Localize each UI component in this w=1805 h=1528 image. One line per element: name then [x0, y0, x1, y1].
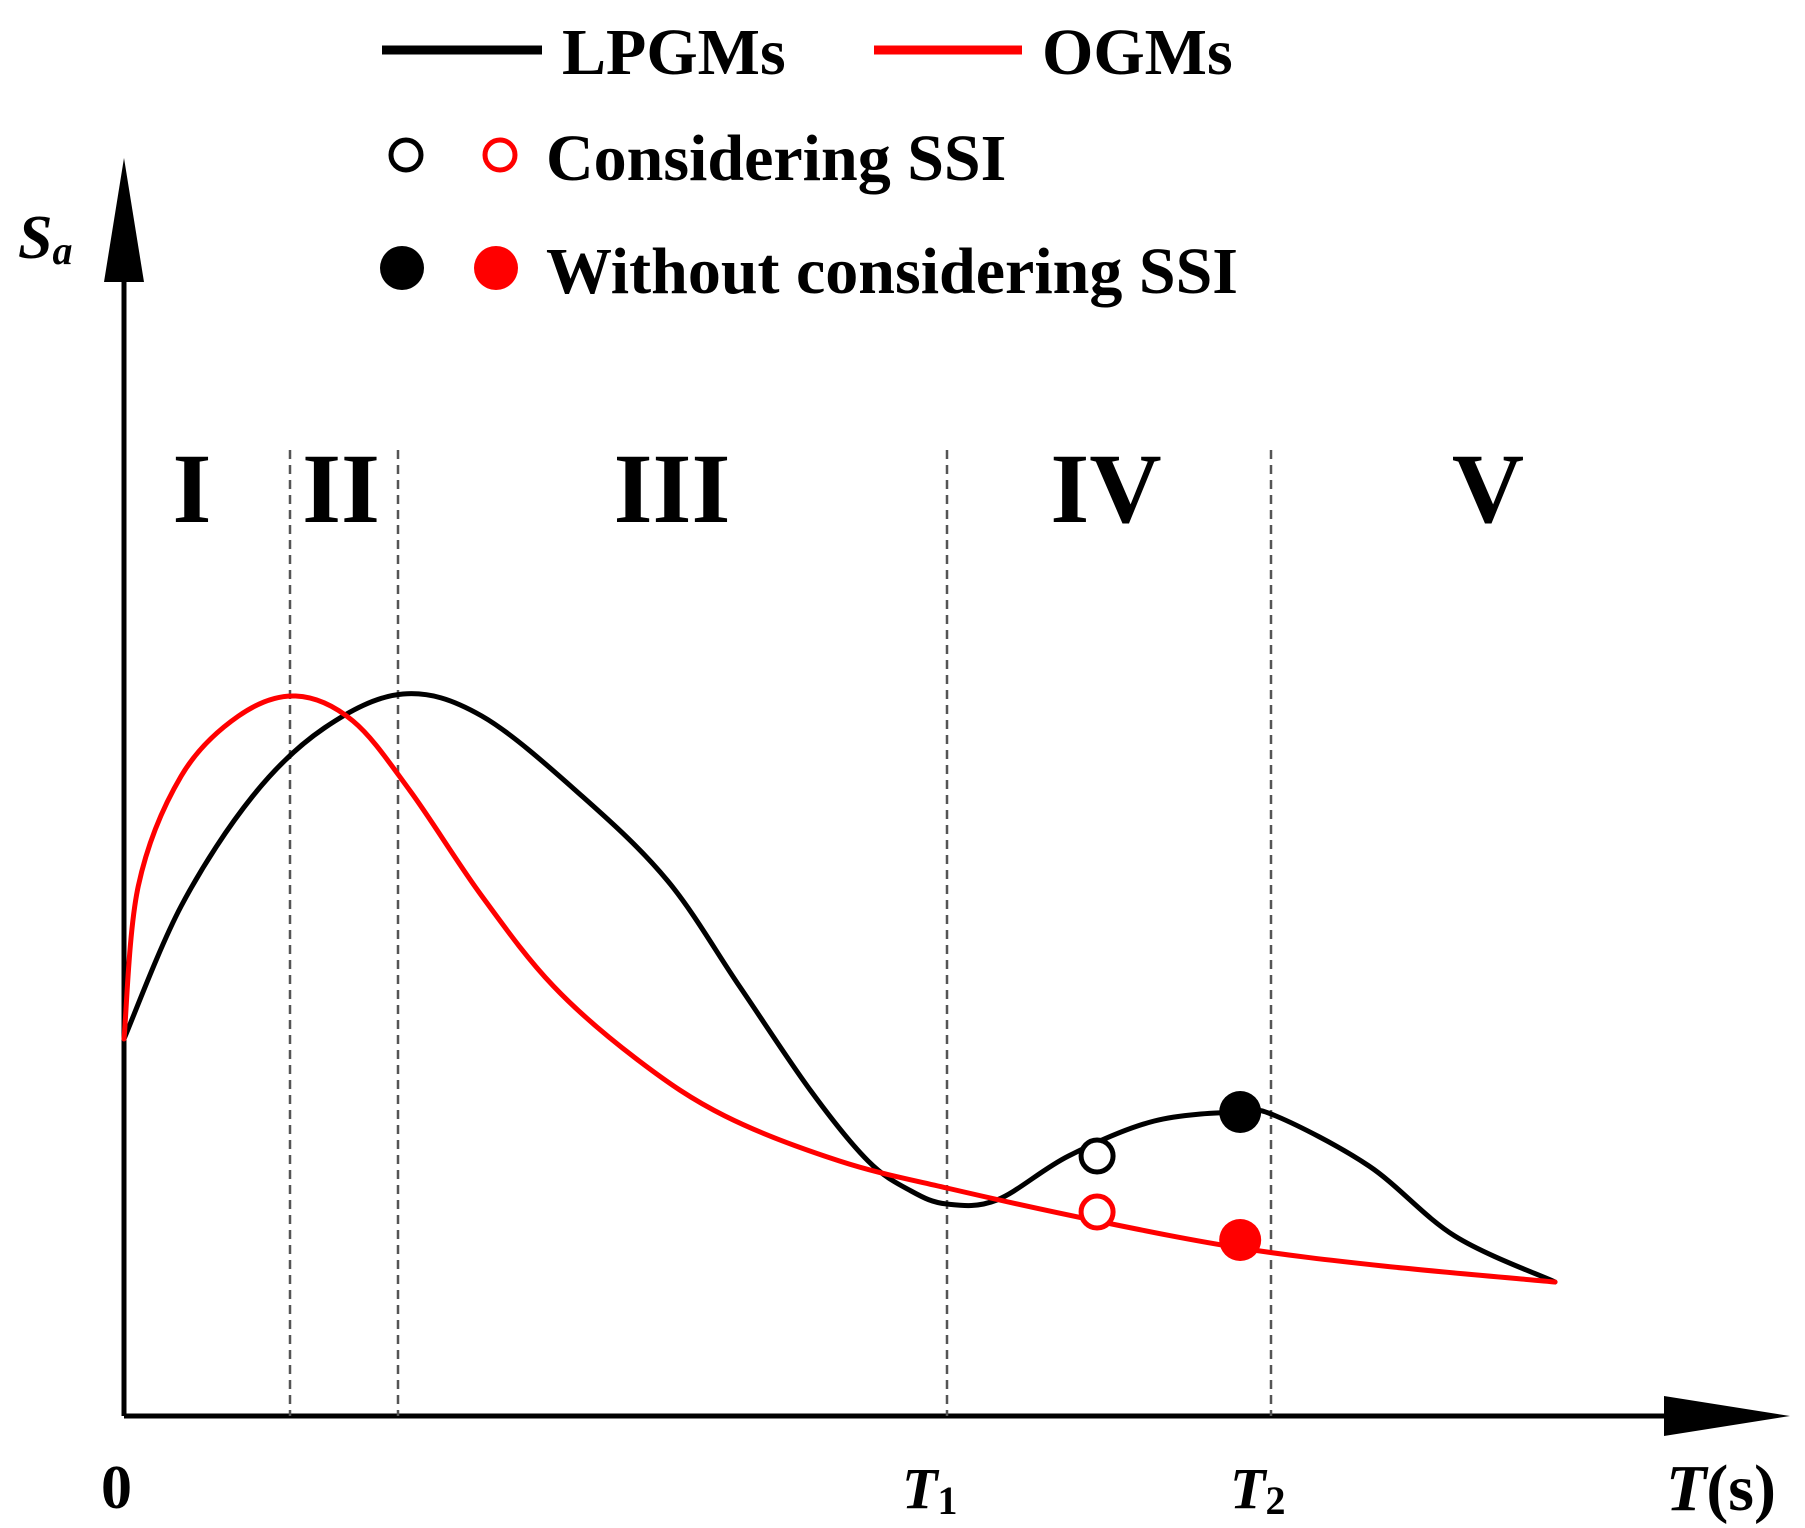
zone-label-3: III	[614, 433, 731, 544]
data-point-lpgms-without-ssi	[1219, 1091, 1262, 1133]
tick-label-t1-symbol: T	[902, 1456, 940, 1521]
tick-label-t2: T2	[1230, 1456, 1285, 1523]
legend-label-considering-ssi: Considering SSI	[546, 122, 1006, 195]
legend-marker-open-black	[388, 137, 424, 173]
series-line-ogms	[121, 693, 1558, 1285]
data-point-lpgms-considering-ssi	[1078, 1137, 1116, 1175]
tick-label-t2-symbol: T	[1230, 1456, 1268, 1521]
y-axis-label-symbol: S	[18, 204, 52, 272]
x-axis-label-unit: (s)	[1706, 1452, 1776, 1525]
legend: LPGMs OGMs Considering SSI Without consi…	[380, 16, 1238, 308]
axes: Sa T(s) 0 T1 T2	[18, 158, 1790, 1525]
zone-label-2: II	[302, 433, 380, 544]
x-axis-label-symbol: T	[1666, 1452, 1709, 1525]
series-line-lpgms	[121, 691, 1558, 1285]
x-axis-arrow	[1664, 1396, 1790, 1436]
legend-marker-open-red	[482, 137, 518, 173]
data-point-ogms-considering-ssi	[1078, 1193, 1116, 1231]
x-axis-label: T(s)	[1666, 1452, 1776, 1525]
zone-label-4: IV	[1050, 433, 1161, 544]
y-axis-arrow	[104, 158, 144, 282]
zone-dividers	[288, 450, 1273, 1416]
tick-label-t1-subscript: 1	[937, 1478, 957, 1523]
tick-label-t2-subscript: 2	[1265, 1478, 1285, 1523]
tick-label-t1: T1	[902, 1456, 957, 1523]
points-layer	[1078, 1091, 1262, 1261]
legend-label-ogms: OGMs	[1042, 16, 1233, 89]
series-layer	[121, 691, 1558, 1285]
legend-label-without-ssi: Without considering SSI	[546, 235, 1238, 308]
legend-marker-filled-black	[380, 246, 424, 290]
legend-label-lpgms: LPGMs	[562, 16, 786, 89]
y-axis-label-subscript: a	[52, 228, 72, 273]
legend-marker-filled-red	[474, 246, 518, 290]
zone-label-5: V	[1452, 433, 1524, 544]
zone-label-1: I	[173, 433, 212, 544]
tick-label-origin: 0	[101, 1454, 132, 1522]
data-point-ogms-without-ssi	[1219, 1219, 1262, 1261]
y-axis-label: Sa	[18, 204, 72, 273]
zone-labels: I II III IV V	[173, 433, 1525, 544]
